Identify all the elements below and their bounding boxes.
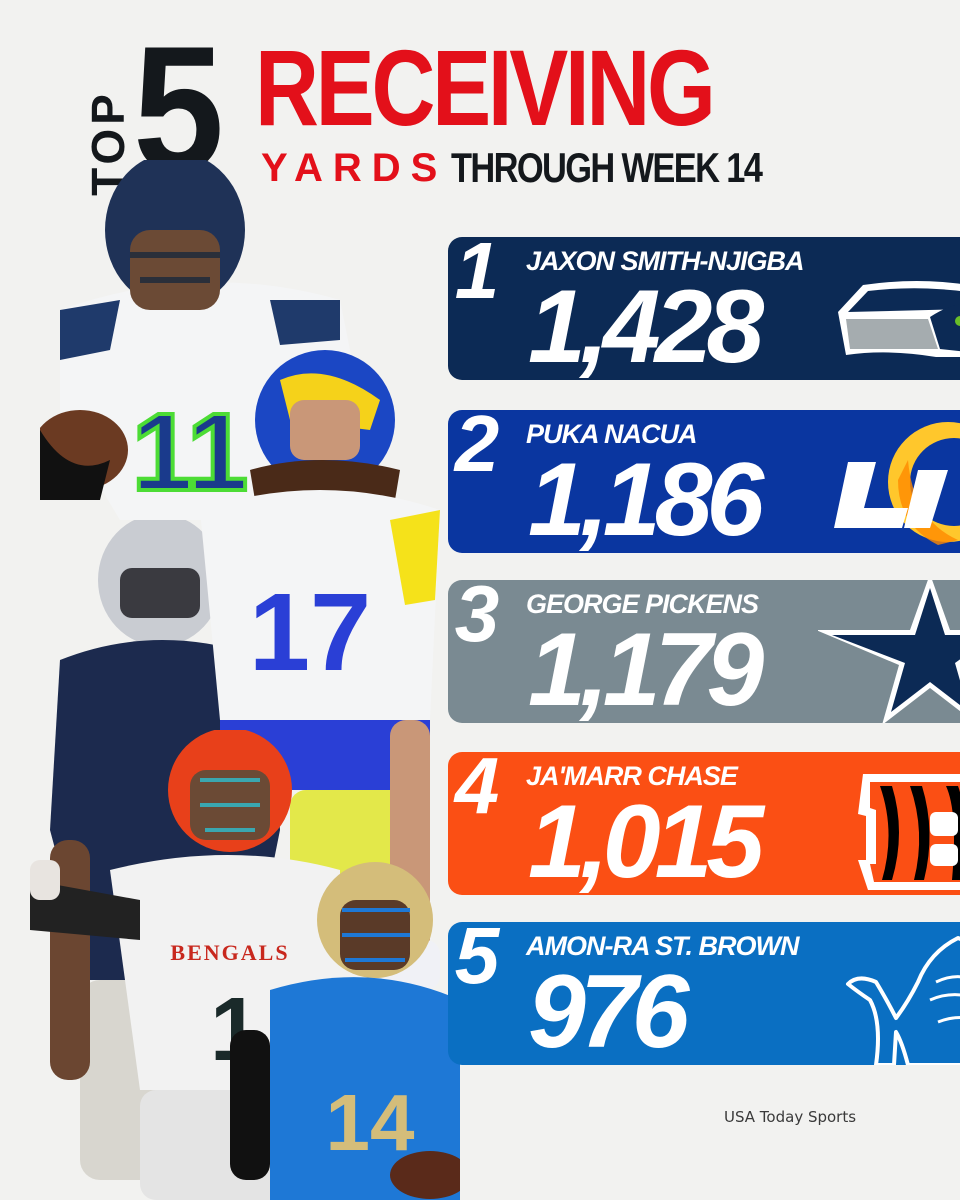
svg-text:17: 17 (249, 571, 371, 694)
player-collage: 11 17 BENGALS 1 14 (0, 150, 470, 1200)
rank-number: 1 (454, 237, 500, 315)
rank-badge: 3 (448, 580, 510, 658)
leader-row-2: 2 PUKA NACUA 1,186 (448, 410, 960, 553)
yards-value: 1,186 (528, 442, 764, 553)
bengals-logo-icon (858, 774, 960, 890)
svg-text:14: 14 (326, 1078, 415, 1167)
rams-logo-icon (834, 422, 960, 545)
svg-text:11: 11 (132, 391, 248, 514)
rank-number: 4 (454, 752, 500, 830)
cowboys-star-icon (818, 580, 960, 723)
rams-player-image: 17 (200, 350, 440, 990)
seahawks-logo-icon (838, 281, 960, 357)
leader-row-5: 5 AMON-RA ST. BROWN 976 (448, 922, 960, 1065)
player-name: JAXON SMITH-NJIGBA (526, 246, 805, 276)
rank-badge: 1 (448, 237, 510, 315)
subtitle-yards: YARDS (261, 146, 448, 190)
leader-row-4: 4 JA'MARR CHASE 1,015 (448, 752, 960, 895)
player-name: PUKA NACUA (526, 419, 697, 449)
player-name: GEORGE PICKENS (526, 589, 759, 619)
leader-row-1: 1 JAXON SMITH-NJIGBA 1,428 (448, 237, 960, 380)
yards-value: 1,015 (528, 784, 764, 895)
player-name: JA'MARR CHASE (526, 761, 738, 791)
rank-number: 3 (454, 580, 500, 658)
yards-value: 1,428 (528, 269, 764, 380)
lions-logo-icon (846, 936, 960, 1065)
yards-value: 976 (528, 954, 690, 1065)
subtitle-line: YARDS THROUGH WEEK 14 (261, 144, 830, 191)
rank-badge: 2 (448, 410, 510, 488)
lions-player-image: 14 (230, 862, 460, 1200)
title-block: TOP 5 RECEIVING YARDS THROUGH WEEK 14 (82, 20, 885, 198)
rank-badge: 5 (448, 922, 510, 1000)
yards-value: 1,179 (528, 612, 764, 723)
title-receiving: RECEIVING (255, 27, 716, 148)
rank-badge: 4 (448, 752, 510, 830)
leader-row-3: 3 GEORGE PICKENS 1,179 (448, 580, 960, 723)
subtitle-week: THROUGH WEEK 14 (451, 144, 763, 191)
rank-number: 5 (454, 922, 500, 1000)
player-name: AMON-RA ST. BROWN (526, 931, 799, 961)
svg-text:BENGALS: BENGALS (170, 940, 289, 965)
photo-credit: USA Today Sports (724, 1108, 857, 1126)
rank-number: 2 (454, 410, 500, 488)
